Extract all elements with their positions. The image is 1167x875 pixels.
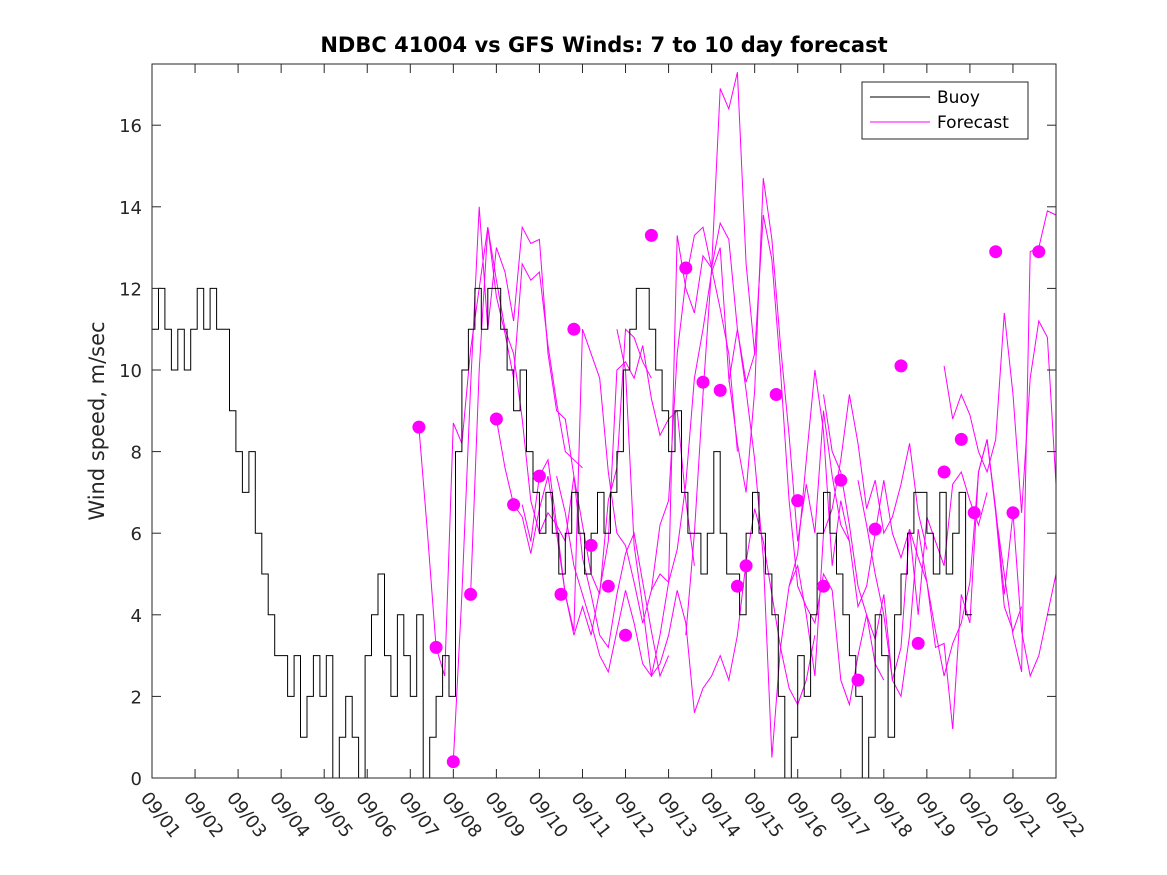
x-tick-label: 09/17	[825, 788, 873, 842]
forecast-point	[584, 538, 598, 552]
x-tick-label: 09/19	[911, 788, 959, 842]
forecast-point	[532, 469, 546, 483]
x-tick-label: 09/02	[179, 788, 227, 842]
forecast-point	[894, 359, 908, 373]
forecast-point	[464, 587, 478, 601]
x-tick-label: 09/14	[696, 788, 744, 842]
forecast-point	[567, 322, 581, 336]
forecast-line-11	[788, 369, 988, 615]
x-tick-label: 09/11	[567, 788, 615, 842]
legend-forecast-label: Forecast	[937, 113, 1009, 133]
forecast-point	[644, 228, 658, 242]
forecast-line-13	[857, 439, 1057, 730]
forecast-point	[446, 755, 460, 769]
forecast-point	[1006, 506, 1020, 520]
forecast-line-4	[495, 345, 695, 636]
forecast-point	[601, 579, 615, 593]
forecast-line-6	[556, 72, 756, 678]
x-tick-label: 09/09	[480, 788, 528, 842]
forecast-point	[954, 432, 968, 446]
forecast-line-15	[995, 210, 1057, 673]
forecast-points-group	[412, 228, 1046, 769]
y-tick-label: 2	[131, 687, 142, 708]
x-tick-label: 09/13	[653, 788, 701, 842]
x-tick-label: 09/22	[1040, 788, 1088, 842]
y-axis: 0 2 4 6 8 10 12 14 16	[119, 116, 1056, 790]
y-tick-label: 6	[131, 524, 142, 545]
x-tick-label: 09/15	[739, 788, 787, 842]
x-tick-label: 09/01	[136, 788, 184, 842]
y-tick-label: 8	[131, 443, 142, 464]
y-tick-label: 14	[119, 198, 142, 219]
x-tick-label: 09/16	[782, 788, 830, 842]
forecast-point	[989, 245, 1003, 259]
forecast-point	[696, 375, 710, 389]
forecast-point	[834, 473, 848, 487]
forecast-point	[713, 383, 727, 397]
legend-box	[861, 81, 1029, 140]
forecast-point	[817, 579, 830, 593]
forecast-series-group	[418, 72, 1057, 762]
y-tick-label: 10	[119, 361, 142, 382]
forecast-point	[1032, 245, 1046, 259]
legend: Buoy Forecast	[861, 81, 1029, 140]
forecast-point	[429, 640, 443, 654]
forecast-point	[489, 412, 503, 426]
y-tick-label: 4	[131, 606, 142, 627]
forecast-point	[507, 498, 521, 512]
forecast-line-8	[650, 178, 850, 591]
forecast-point	[967, 506, 981, 520]
x-tick-label: 09/07	[394, 788, 442, 842]
forecast-line-7	[616, 329, 816, 713]
forecast-point	[554, 587, 568, 601]
forecast-line-3	[470, 227, 670, 678]
forecast-point	[412, 420, 426, 434]
forecast-line-5	[521, 226, 738, 632]
x-tick-label: 09/21	[997, 788, 1045, 842]
x-tick-label: 09/08	[437, 788, 485, 842]
forecast-point	[851, 673, 865, 687]
y-tick-label: 12	[119, 279, 142, 300]
x-tick-label: 09/18	[868, 788, 916, 842]
x-tick-label: 09/04	[265, 788, 313, 842]
x-tick-label: 09/12	[610, 788, 658, 842]
legend-buoy-label: Buoy	[937, 88, 980, 108]
chart-title: NDBC 41004 vs GFS Winds: 7 to 10 day for…	[320, 33, 887, 57]
forecast-point	[911, 636, 925, 650]
forecast-point	[679, 261, 693, 275]
x-tick-label: 09/10	[523, 788, 571, 842]
forecast-point	[619, 628, 632, 642]
buoy-line	[152, 287, 973, 779]
y-tick-label: 16	[119, 116, 142, 137]
forecast-line-9	[685, 214, 885, 707]
forecast-point	[937, 465, 951, 479]
forecast-line-2	[452, 206, 652, 762]
forecast-point	[730, 579, 744, 593]
x-tick-label: 09/06	[351, 788, 399, 842]
forecast-point	[769, 388, 783, 401]
y-axis-label: Wind speed, m/sec	[85, 321, 109, 520]
buoy-series-group	[152, 287, 973, 779]
forecast-point	[739, 559, 753, 573]
x-tick-label: 09/20	[954, 788, 1002, 842]
x-tick-label: 09/03	[222, 788, 270, 842]
y-tick-label: 0	[131, 769, 142, 790]
plot-area-frame	[151, 63, 1057, 779]
forecast-line-14	[943, 312, 1057, 513]
forecast-line-10	[728, 329, 928, 758]
forecast-point	[791, 494, 805, 508]
forecast-point	[868, 522, 882, 536]
x-tick-label: 09/05	[308, 788, 356, 842]
